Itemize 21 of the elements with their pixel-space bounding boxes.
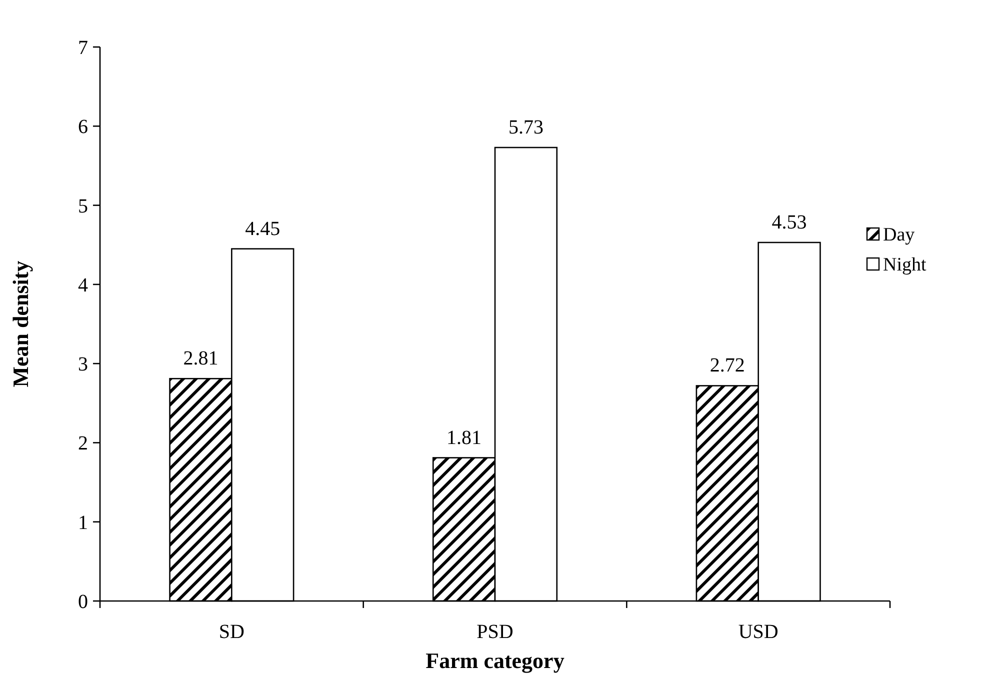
x-tick-label: SD (218, 621, 244, 643)
y-tick-label: 7 (78, 37, 88, 59)
legend-label: Day (883, 224, 916, 246)
y-axis-title: Mean density (8, 260, 33, 388)
y-tick-label: 3 (78, 354, 88, 376)
data-label: 1.81 (446, 426, 482, 449)
y-tick-label: 5 (78, 195, 88, 218)
legend-label: Night (883, 254, 927, 276)
data-label: 5.73 (508, 116, 544, 139)
x-axis-title: Farm category (426, 648, 564, 673)
y-tick-label: 2 (78, 432, 88, 455)
y-tick-label: 0 (78, 591, 88, 613)
data-label: 2.72 (710, 354, 745, 377)
data-label: 4.45 (245, 218, 280, 240)
y-tick-label: 6 (78, 116, 88, 138)
x-tick-label: USD (738, 621, 778, 643)
y-tick-label: 1 (78, 512, 88, 534)
data-label: 2.81 (183, 348, 218, 370)
x-tick-label: PSD (476, 621, 514, 643)
data-label: 4.53 (772, 211, 807, 234)
y-tick-label: 4 (78, 274, 88, 296)
